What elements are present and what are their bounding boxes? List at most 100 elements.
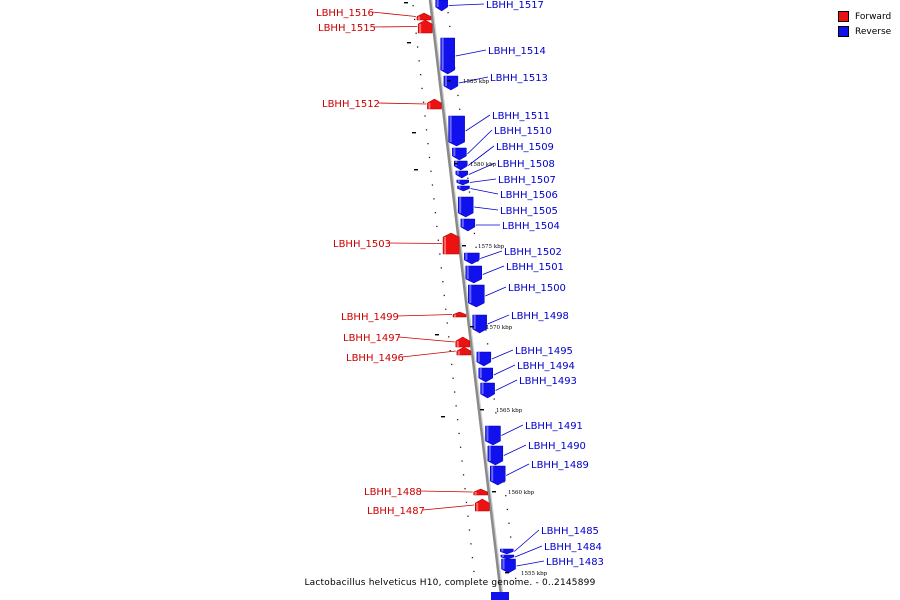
gene-lbhh_1514-connector <box>455 49 487 57</box>
gene-label: LBHH_1505 <box>500 206 558 217</box>
tick-dash <box>404 2 408 4</box>
gene-lbhh_1514-highlight <box>441 38 444 70</box>
tick-dot <box>447 12 449 14</box>
gene-lbhh_1501-connector <box>482 265 505 275</box>
gene-lbhh_1500-connector <box>485 286 507 297</box>
gene-lbhh_1513-highlight <box>444 76 447 86</box>
tick-dot <box>419 74 422 76</box>
gene-label: LBHH_1506 <box>500 190 558 201</box>
kbp-tick <box>454 163 458 165</box>
gene-lbhh_1499-highlight <box>454 314 457 317</box>
gene-lbhh_1488-feature <box>473 488 488 496</box>
kbp-tick <box>505 572 509 574</box>
gene-lbhh_1510-feature <box>452 147 467 161</box>
tick-dot <box>412 5 414 7</box>
gene-lbhh_1490-connector <box>503 444 527 456</box>
gene-lbhh_1494-highlight <box>479 368 482 378</box>
gene-label: LBHH_1507 <box>498 175 556 186</box>
tick-dot <box>422 101 425 103</box>
gene-lbhh_1501-feature <box>465 265 482 284</box>
gene-lbhh_1496-connector <box>401 350 456 358</box>
gene-lbhh_1517-highlight <box>436 0 439 7</box>
tick-dot <box>433 198 435 200</box>
gene-label: LBHH_1491 <box>525 421 583 432</box>
gene-lbhh_1493-connector <box>495 379 518 391</box>
genome-caption: Lactobacillus helveticus H10, complete g… <box>304 578 596 588</box>
gene-label: LBHH_1511 <box>492 111 550 122</box>
kbp-label: 1580 kbp <box>470 162 497 168</box>
gene-lbhh_1511-feature <box>448 115 465 147</box>
tick-dot <box>468 529 471 531</box>
gene-lbhh_1487-highlight <box>476 503 479 511</box>
gene-lbhh_1513-connector <box>458 76 489 84</box>
gene-lbhh_1503-highlight <box>444 237 447 254</box>
gene-lbhh_1498-highlight <box>473 315 476 329</box>
tick-dot <box>457 94 459 97</box>
gene-lbhh_1515-feature <box>417 19 433 34</box>
gene-lbhh_1502-feature <box>464 252 480 265</box>
tick-dot <box>456 419 459 421</box>
tick-dot <box>443 294 445 297</box>
tick-dot <box>458 432 460 435</box>
gene-label: LBHH_1498 <box>511 311 569 322</box>
tick-dot <box>427 143 429 145</box>
gene-label: LBHH_1497 <box>343 333 401 344</box>
gene-label: LBHH_1502 <box>504 247 562 258</box>
gene-label: LBHH_1503 <box>333 239 391 250</box>
kbp-tick <box>480 409 484 411</box>
gene-lbhh_1503-connector <box>388 242 443 244</box>
kbp-label: 1555 kbp <box>521 571 548 577</box>
tick-dot <box>416 46 419 48</box>
gene-label: LBHH_1487 <box>367 506 425 517</box>
tick-dot <box>505 495 507 497</box>
tick-dot <box>486 343 489 345</box>
gene-lbhh_1507-highlight <box>457 180 460 183</box>
gene-label: LBHH_1484 <box>544 542 602 553</box>
gene-lbhh_1494-feature <box>478 367 493 383</box>
tick-dot <box>461 460 463 462</box>
gene-lbhh_1485-highlight <box>501 549 504 552</box>
gene-lbhh_1497-feature <box>455 336 471 348</box>
gene-lbhh_1512-feature <box>427 98 442 110</box>
gene-label: LBHH_1508 <box>497 159 555 170</box>
gene-lbhh_1504-feature <box>460 218 476 232</box>
gene-lbhh_1496-highlight <box>457 351 460 355</box>
tick-dot <box>421 87 423 90</box>
gene-lbhh_1502-highlight <box>465 253 468 260</box>
gene-label: LBHH_1513 <box>490 73 548 84</box>
gene-lbhh_1507-connector <box>469 178 497 183</box>
tick-dot <box>493 398 495 400</box>
tick-dot <box>449 350 451 352</box>
gene-label: LBHH_1514 <box>488 46 546 57</box>
tick-dot <box>452 377 454 379</box>
gene-label: LBHH_1516 <box>316 8 374 19</box>
kbp-tick <box>447 80 451 82</box>
backbone-shadow <box>430 0 505 600</box>
gene-lbhh_1489-highlight <box>491 466 494 481</box>
gene-label: LBHH_1490 <box>528 441 586 452</box>
gene-lbhh_1515-highlight <box>419 24 422 33</box>
gene-partial-feature <box>491 592 509 600</box>
gene-lbhh_1516-highlight <box>417 16 420 20</box>
tick-dot <box>446 322 448 324</box>
tick-dot <box>458 108 461 110</box>
tick-dot <box>448 336 450 338</box>
gene-lbhh_1505-feature <box>457 196 474 218</box>
gene-lbhh_1483-connector <box>516 560 545 567</box>
gene-lbhh_1491-highlight <box>486 426 489 441</box>
tick-dot <box>445 308 447 310</box>
tick-dot <box>425 129 428 131</box>
gene-lbhh_1510-connector <box>467 129 493 155</box>
tick-dot <box>418 60 420 62</box>
gene-label: LBHH_1512 <box>322 99 380 110</box>
gene-label: LBHH_1500 <box>508 283 566 294</box>
kbp-labels: 1585 kbp 1580 kbp 1575 kbp 1570 kbp 1565 kbp… <box>447 79 548 577</box>
gene-lbhh_1510-highlight <box>453 148 456 156</box>
tick-dot <box>464 488 466 490</box>
gene-labels: LBHH_1517 LBHH_1516 LBHH_1515 LBHH_1514 LBHH… <box>316 0 604 568</box>
tick-dot <box>467 177 469 179</box>
tick-dot <box>471 557 474 559</box>
gene-label: LBHH_1501 <box>506 262 564 273</box>
kbp-label: 1565 kbp <box>496 408 523 414</box>
gene-lbhh_1502-connector <box>480 250 503 259</box>
